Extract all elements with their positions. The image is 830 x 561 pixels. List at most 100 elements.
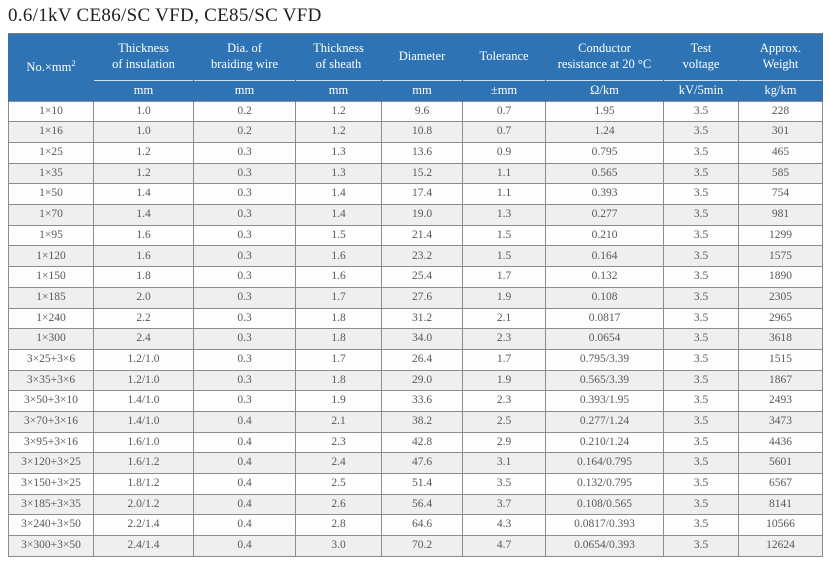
header-label-row: No.×mm2 Thickness of insulation Dia. of …: [8, 33, 823, 102]
table-cell: 4.3: [462, 514, 546, 537]
table-cell: 1.4/1.0: [93, 390, 194, 412]
table-cell: 1.3: [295, 162, 382, 185]
table-cell: 1.7: [462, 266, 546, 288]
table-cell: 19.0: [381, 204, 463, 226]
table-cell: 2.5: [462, 410, 546, 433]
table-cell: 70.2: [381, 535, 463, 557]
table-cell: 1.3: [462, 204, 546, 226]
table-cell: 0.3: [193, 307, 296, 330]
table-cell: 754: [738, 183, 823, 206]
table-cell: 0.3: [193, 348, 296, 371]
table-cell: 1.1: [462, 183, 546, 206]
table-row: 1×300 2.4 0.3 1.8 34.0 2.3 0.0654 3.5 3618: [8, 328, 823, 350]
table-cell: 3×70+3×16: [8, 410, 94, 433]
table-cell: 3×50+3×10: [8, 390, 94, 412]
table-cell: 585: [738, 162, 823, 185]
table-cell: 0.4: [193, 514, 296, 537]
table-cell: 0.4: [193, 410, 296, 433]
table-cell: 1.8/1.2: [93, 473, 194, 495]
table-cell: 3.5: [663, 286, 739, 309]
table-cell: 3.5: [663, 369, 739, 392]
table-cell: 465: [738, 142, 823, 164]
table-cell: 0.0817/0.393: [545, 514, 664, 537]
table-cell: 1515: [738, 348, 823, 371]
table-cell: 1.24: [545, 121, 664, 143]
table-cell: 51.4: [381, 473, 463, 495]
col-header-conductor-resistance: Conductor resistance at 20 °C: [545, 33, 664, 81]
table-cell: 8141: [738, 493, 823, 516]
table-cell: 2.9: [462, 431, 546, 454]
table-cell: 1.6/1.0: [93, 431, 194, 454]
col-header-test-voltage: Test voltage: [663, 33, 739, 81]
table-cell: 1.0: [93, 100, 194, 123]
table-cell: 2.0/1.2: [93, 493, 194, 516]
table-cell: 3×25+3×6: [8, 348, 94, 371]
table-cell: 2305: [738, 286, 823, 309]
table-cell: 1.7: [462, 348, 546, 371]
table-cell: 1.4: [93, 204, 194, 226]
table-row: 3×120+3×25 1.6/1.2 0.4 2.4 47.6 3.1 0.164/0.79…: [8, 452, 823, 474]
table-cell: 3×185+3×35: [8, 493, 94, 516]
table-cell: 1×95: [8, 224, 94, 247]
table-cell: 0.0654/0.393: [545, 535, 664, 557]
table-cell: 1.2/1.0: [93, 348, 194, 371]
table-cell: 1.8: [295, 307, 382, 330]
table-cell: 21.4: [381, 224, 463, 247]
table-cell: 23.2: [381, 245, 463, 268]
table-cell: 0.0654: [545, 328, 664, 350]
unit-sheath: mm: [295, 80, 382, 102]
table-cell: 3618: [738, 328, 823, 350]
page-title: 0.6/1kV CE86/SC VFD, CE85/SC VFD: [8, 5, 322, 26]
table-cell: 3×300+3×50: [8, 535, 94, 557]
header-unit-row: mm mm mm mm ±mm Ω/km kV/5min kg/km: [9, 80, 823, 102]
table-cell: 0.3: [193, 162, 296, 185]
table-cell: 3.5: [663, 410, 739, 433]
table-cell: 15.2: [381, 162, 463, 185]
table-cell: 3.5: [663, 100, 739, 123]
table-cell: 2.3: [462, 328, 546, 350]
table-cell: 0.3: [193, 369, 296, 392]
table-cell: 2.6: [295, 493, 382, 516]
table-cell: 0.0817: [545, 307, 664, 330]
table-cell: 2.5: [295, 473, 382, 495]
table-cell: 6567: [738, 473, 823, 495]
table-cell: 2965: [738, 307, 823, 330]
table-cell: 0.2: [193, 100, 296, 123]
table-cell: 1×16: [8, 121, 94, 143]
table-cell: 10566: [738, 514, 823, 537]
table-row: 3×25+3×6 1.2/1.0 0.3 1.7 26.4 1.7 0.795/3.39 3.…: [8, 348, 823, 371]
table-row: 3×240+3×50 2.2/1.4 0.4 2.8 64.6 4.3 0.0817/0.3…: [8, 514, 823, 537]
table-row: 1×240 2.2 0.3 1.8 31.2 2.1 0.0817 3.5 2965: [8, 307, 823, 330]
table-cell: 0.3: [193, 224, 296, 247]
table-cell: 3.5: [663, 266, 739, 288]
table-cell: 0.795/3.39: [545, 348, 664, 371]
table-cell: 3.1: [462, 452, 546, 474]
table-cell: 2.2: [93, 307, 194, 330]
table-cell: 0.277/1.24: [545, 410, 664, 433]
col-header-size-sup: 2: [71, 58, 76, 69]
table-cell: 1.4: [295, 183, 382, 206]
table-cell: 1.8: [295, 369, 382, 392]
table-cell: 0.210: [545, 224, 664, 247]
unit-test-voltage: kV/5min: [663, 80, 739, 102]
table-row: 3×150+3×25 1.8/1.2 0.4 2.5 51.4 3.5 0.132/0.79…: [8, 473, 823, 495]
col-header-tolerance: Tolerance: [462, 33, 546, 81]
table-cell: 3.5: [663, 452, 739, 474]
table-cell: 3.5: [663, 224, 739, 247]
table-cell: 1.6: [93, 245, 194, 268]
table-cell: 1.2: [295, 121, 382, 143]
table-cell: 0.210/1.24: [545, 431, 664, 454]
table-cell: 3.5: [663, 245, 739, 268]
table-row: 3×95+3×16 1.6/1.0 0.4 2.3 42.8 2.9 0.210/1.24 3…: [8, 431, 823, 454]
table-cell: 38.2: [381, 410, 463, 433]
table-cell: 228: [738, 100, 823, 123]
table-cell: 0.277: [545, 204, 664, 226]
table-cell: 1.8: [93, 266, 194, 288]
table-cell: 0.3: [193, 183, 296, 206]
col-header-braiding-wire-dia: Dia. of braiding wire: [193, 33, 296, 81]
table-row: 1×25 1.2 0.3 1.3 13.6 0.9 0.795 3.5 465: [8, 142, 823, 164]
table-cell: 1×300: [8, 328, 94, 350]
table-cell: 1×50: [8, 183, 94, 206]
table-cell: 0.795: [545, 142, 664, 164]
table-row: 1×50 1.4 0.3 1.4 17.4 1.1 0.393 3.5 754: [8, 183, 823, 206]
